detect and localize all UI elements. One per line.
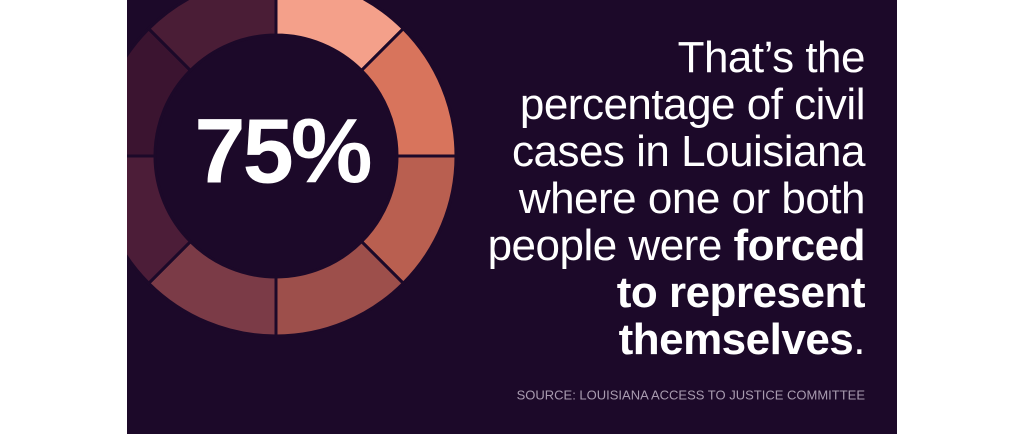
- text-span: percentage of civil: [520, 80, 865, 129]
- emphasis: themselves: [619, 315, 854, 364]
- description-line: themselves.: [619, 315, 865, 364]
- description-line: people were forced: [488, 221, 865, 270]
- description-line: to represent: [617, 268, 866, 317]
- description-line: That’s the: [678, 33, 865, 82]
- big-value: 75%: [194, 100, 370, 202]
- text-span: .: [853, 315, 865, 364]
- panel: [127, 0, 897, 434]
- description-line: percentage of civil: [520, 80, 865, 129]
- source: SOURCE: LOUISIANA ACCESS TO JUSTICE COMM…: [517, 387, 866, 402]
- emphasis: forced: [734, 221, 865, 270]
- donut: [127, 0, 458, 338]
- donut-segment: [146, 0, 278, 73]
- text-span: where one or both: [518, 174, 865, 223]
- text-span: That’s the: [678, 33, 865, 82]
- text-span: people were: [488, 221, 734, 270]
- emphasis: to represent: [617, 268, 866, 317]
- description-line: where one or both: [518, 174, 865, 223]
- text-span: cases in Louisiana: [512, 127, 866, 176]
- description-line: cases in Louisiana: [512, 127, 866, 176]
- donut-segment: [127, 154, 193, 286]
